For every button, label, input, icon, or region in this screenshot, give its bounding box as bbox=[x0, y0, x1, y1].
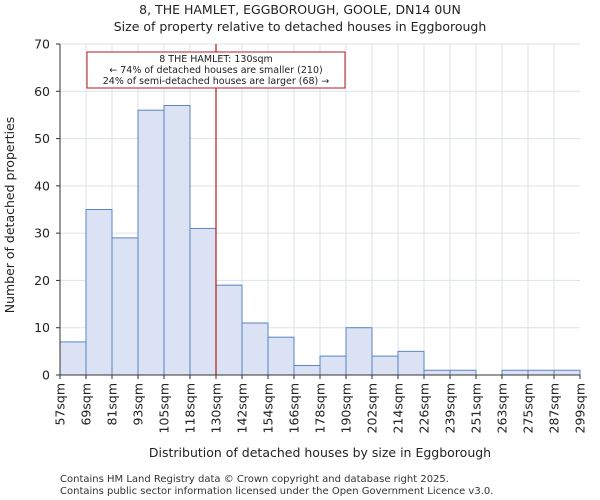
x-tick-label-239sqm: 239sqm bbox=[443, 383, 458, 433]
bar-166sqm bbox=[293, 365, 321, 376]
bar-57sqm bbox=[59, 341, 87, 376]
bar-105sqm bbox=[163, 104, 191, 376]
annotation-box: 8 THE HAMLET: 130sqm ← 74% of detached h… bbox=[86, 51, 346, 89]
x-tick-label-105sqm: 105sqm bbox=[157, 383, 172, 433]
bar-178sqm bbox=[319, 355, 347, 376]
bar-287sqm bbox=[553, 369, 581, 376]
bar-118sqm bbox=[189, 227, 217, 376]
y-tick-label-40: 40 bbox=[34, 178, 50, 193]
y-tick-label-10: 10 bbox=[34, 320, 50, 335]
x-tick-label-142sqm: 142sqm bbox=[235, 383, 250, 433]
x-tick-label-130sqm: 130sqm bbox=[209, 383, 224, 433]
bar-263sqm bbox=[501, 369, 529, 376]
x-tick-label-81sqm: 81sqm bbox=[105, 383, 120, 426]
bar-202sqm bbox=[371, 355, 399, 376]
bar-154sqm bbox=[267, 336, 295, 376]
bar-275sqm bbox=[527, 369, 555, 376]
y-tick-label-0: 0 bbox=[42, 368, 50, 383]
y-axis-label: Number of detached properties bbox=[2, 117, 17, 314]
y-tick-label-70: 70 bbox=[34, 37, 50, 52]
annotation-line-3: 24% of semi-detached houses are larger (… bbox=[103, 76, 330, 87]
x-tick-label-287sqm: 287sqm bbox=[547, 383, 562, 433]
x-tick-label-154sqm: 154sqm bbox=[261, 383, 276, 433]
x-tick-label-69sqm: 69sqm bbox=[79, 383, 94, 426]
x-tick-label-118sqm: 118sqm bbox=[183, 383, 198, 433]
x-tick-label-263sqm: 263sqm bbox=[495, 383, 510, 433]
x-tick-label-299sqm: 299sqm bbox=[573, 383, 588, 433]
x-tick-label-251sqm: 251sqm bbox=[469, 383, 484, 433]
bar-190sqm bbox=[345, 327, 373, 376]
x-tick-label-275sqm: 275sqm bbox=[521, 383, 536, 433]
chart-subtitle: Size of property relative to detached ho… bbox=[114, 19, 487, 34]
annotation-line-2: ← 74% of detached houses are smaller (21… bbox=[109, 65, 322, 76]
x-axis-label: Distribution of detached houses by size … bbox=[149, 445, 491, 460]
bar-214sqm bbox=[397, 350, 425, 376]
annotation-line-1: 8 THE HAMLET: 130sqm bbox=[159, 54, 273, 65]
bar-69sqm bbox=[85, 209, 113, 376]
x-tick-label-202sqm: 202sqm bbox=[365, 383, 380, 433]
annotation-frame bbox=[86, 51, 346, 89]
x-tick-label-226sqm: 226sqm bbox=[417, 383, 432, 433]
bar-93sqm bbox=[137, 109, 165, 376]
x-tick-label-166sqm: 166sqm bbox=[287, 383, 302, 433]
footer-line-1: Contains HM Land Registry data © Crown c… bbox=[60, 474, 449, 485]
bar-142sqm bbox=[241, 322, 269, 376]
bar-81sqm bbox=[111, 237, 139, 376]
x-tick-label-178sqm: 178sqm bbox=[313, 383, 328, 433]
y-axis-ticks: 0 10 20 30 40 50 60 70 bbox=[34, 37, 60, 383]
bar-239sqm bbox=[449, 369, 477, 376]
x-tick-label-214sqm: 214sqm bbox=[391, 383, 406, 433]
chart-title: 8, THE HAMLET, EGGBOROUGH, GOOLE, DN14 0… bbox=[139, 2, 461, 17]
x-tick-label-190sqm: 190sqm bbox=[339, 383, 354, 433]
bar-130sqm bbox=[215, 284, 243, 376]
x-axis-ticks: 57sqm 69sqm 81sqm 93sqm 105sqm 118sqm 130sqm 14… bbox=[53, 375, 588, 433]
y-tick-label-20: 20 bbox=[34, 273, 50, 288]
bar-226sqm bbox=[423, 369, 451, 376]
y-tick-label-30: 30 bbox=[34, 226, 50, 241]
y-tick-label-60: 60 bbox=[34, 84, 50, 99]
x-tick-label-57sqm: 57sqm bbox=[53, 383, 68, 426]
y-tick-label-50: 50 bbox=[34, 131, 50, 146]
x-tick-label-93sqm: 93sqm bbox=[131, 383, 146, 426]
footer-line-2: Contains public sector information licen… bbox=[60, 486, 493, 497]
